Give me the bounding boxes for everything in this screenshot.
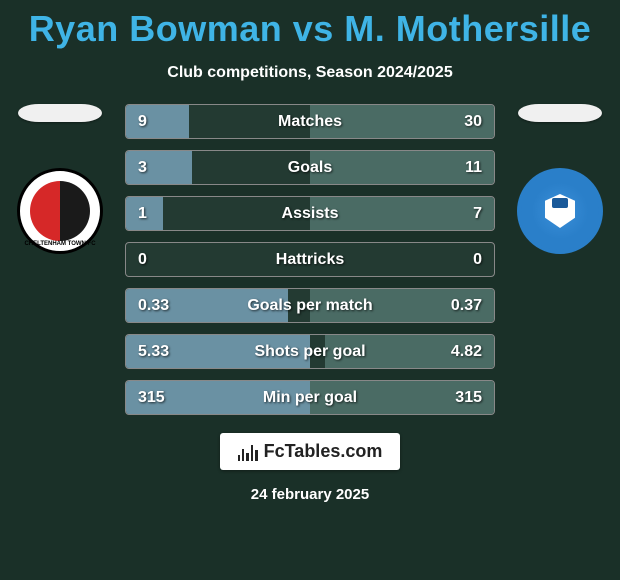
stat-label: Goals [288, 159, 332, 177]
chart-bars-icon [238, 443, 258, 461]
left-flag [18, 104, 102, 122]
stat-left-value: 3 [138, 159, 147, 177]
stat-bars: 9Matches303Goals111Assists70Hattricks00.… [125, 104, 495, 415]
stat-row: 9 Matches 30 [125, 104, 495, 139]
left-badge-half-black [60, 181, 90, 241]
right-badge-shield [545, 194, 575, 228]
right-badge-inner [527, 178, 593, 244]
stat-row: 315 Min per goal 315 [125, 380, 495, 415]
stat-label: Shots per goal [254, 343, 365, 361]
left-badge-half-red [30, 181, 60, 241]
comparison-content: CHELTENHAM TOWN FC 9Matches303Goals111As… [0, 104, 620, 415]
brand-box: FcTables.com [220, 433, 401, 470]
left-side: CHELTENHAM TOWN FC [9, 104, 111, 254]
page-title: Ryan Bowman vs M. Mothersille [0, 0, 620, 50]
stat-right-value: 11 [465, 159, 482, 177]
stat-right-value: 30 [464, 113, 482, 131]
brand-text: FcTables.com [264, 441, 383, 462]
stat-row: 0.33 Goals per match 0.37 [125, 288, 495, 323]
stat-label: Goals per match [247, 297, 372, 315]
stat-row: 0 Hattricks 0 [125, 242, 495, 277]
left-badge-label: CHELTENHAM TOWN FC [24, 241, 95, 247]
stat-left-value: 9 [138, 113, 147, 131]
stat-label: Min per goal [263, 389, 357, 407]
stat-right-value: 0.37 [451, 297, 482, 315]
stat-left-value: 1 [138, 205, 147, 223]
stat-right-value: 315 [455, 389, 482, 407]
stat-left-value: 0.33 [138, 297, 169, 315]
stat-row: 5.33 Shots per goal 4.82 [125, 334, 495, 369]
stat-right-value: 7 [473, 205, 482, 223]
stat-row: 1 Assists 7 [125, 196, 495, 231]
stat-left-fill [126, 105, 189, 138]
stat-left-value: 315 [138, 389, 165, 407]
stat-label: Matches [278, 113, 342, 131]
stat-label: Hattricks [276, 251, 344, 269]
page-subtitle: Club competitions, Season 2024/2025 [0, 64, 620, 82]
right-flag [518, 104, 602, 122]
right-side [509, 104, 611, 254]
stat-right-value: 4.82 [451, 343, 482, 361]
stat-right-value: 0 [473, 251, 482, 269]
left-team-badge: CHELTENHAM TOWN FC [17, 168, 103, 254]
stat-row: 3 Goals 11 [125, 150, 495, 185]
left-badge-inner [30, 181, 90, 241]
footer-date: 24 february 2025 [251, 486, 369, 503]
stat-label: Assists [282, 205, 339, 223]
footer: FcTables.com 24 february 2025 [0, 433, 620, 503]
right-team-badge [517, 168, 603, 254]
stat-left-value: 0 [138, 251, 147, 269]
stat-left-value: 5.33 [138, 343, 169, 361]
stat-left-fill [126, 151, 192, 184]
